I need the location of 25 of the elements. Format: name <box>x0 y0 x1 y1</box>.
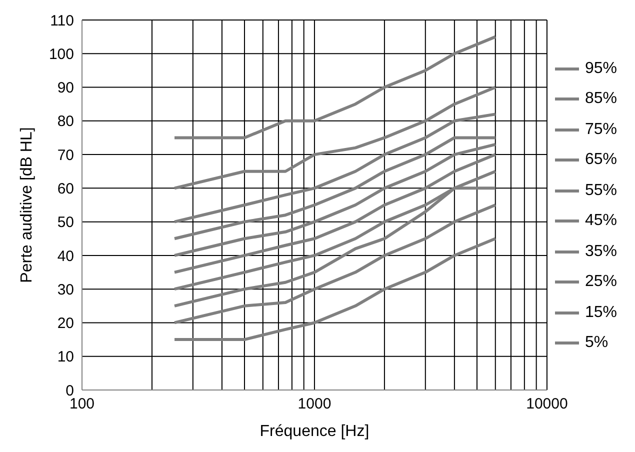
x-axis-title: Fréquence [Hz] <box>260 423 370 440</box>
legend-label: 85% <box>584 89 617 109</box>
legend-label: 15% <box>584 302 617 322</box>
y-tick-label: 20 <box>57 315 74 332</box>
y-tick-label: 90 <box>57 80 74 97</box>
y-tick-label: 40 <box>57 248 74 265</box>
x-tick-label: 1000 <box>298 396 332 413</box>
legend-label: 95% <box>584 58 617 78</box>
legend-label: 5% <box>584 333 608 353</box>
y-tick-label: 10 <box>57 348 74 366</box>
legend-label: 35% <box>584 242 617 262</box>
legend-label: 55% <box>584 180 617 200</box>
legend-label: 75% <box>584 120 617 140</box>
y-axis-title: Perte auditive [dB HL] <box>18 127 36 283</box>
legend-label: 65% <box>584 150 617 170</box>
legend-label: 45% <box>584 211 617 231</box>
y-tick-label: 110 <box>50 12 74 30</box>
legend-label: 25% <box>584 272 617 292</box>
y-tick-label: 70 <box>57 146 74 164</box>
y-tick-label: 50 <box>57 214 74 232</box>
y-tick-label: 80 <box>57 113 74 130</box>
y-tick-label: 60 <box>57 180 74 198</box>
y-tick-label: 30 <box>57 281 74 298</box>
y-tick-label: 100 <box>48 46 74 63</box>
x-tick-label: 10000 <box>526 396 568 413</box>
